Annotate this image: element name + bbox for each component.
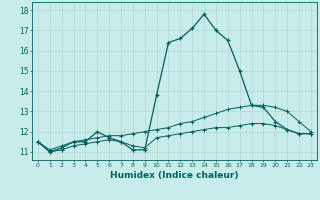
X-axis label: Humidex (Indice chaleur): Humidex (Indice chaleur) [110, 171, 239, 180]
